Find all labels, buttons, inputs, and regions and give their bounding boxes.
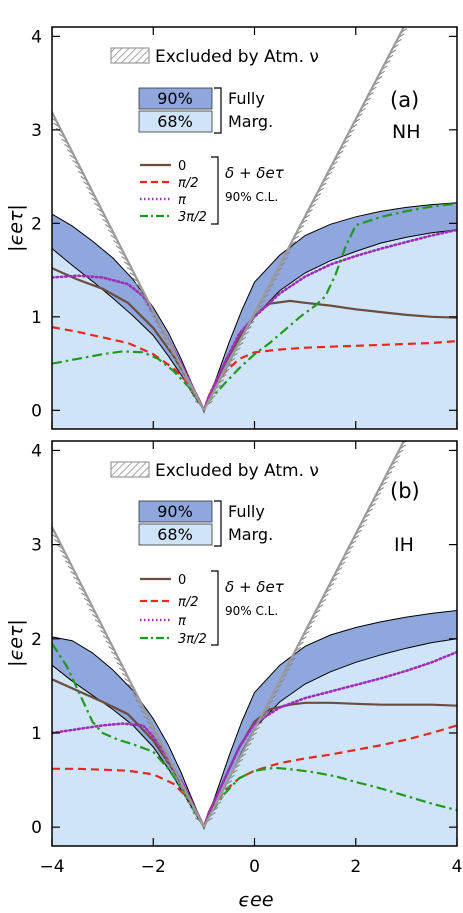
band-68-label: 68% [157,112,193,131]
band-68-swatch [138,523,213,546]
y-tick-label: 0 [31,401,42,421]
excluded-hatch-left [52,114,202,406]
excluded-line-left [52,109,205,411]
panel-b-hierarchy: IH [394,534,414,556]
excluded-legend-label: Excluded by Atm. ν [155,461,319,481]
band-68-area [52,638,457,846]
panel-a-axes-frame [51,26,458,430]
cl-label: 90% C.L. [225,604,278,618]
panel-b-plot-area [52,441,457,846]
excluded-legend-swatch [110,47,150,64]
legend-label-delta-pi: π [178,614,186,629]
series-delta-pi2-line [52,724,457,831]
y-tick-label: 2 [31,630,42,650]
band-68-label: 68% [157,525,193,544]
y-tick-label: 1 [31,308,42,328]
excluded-hatch-right [206,441,408,823]
panel-b-clipped-marks [52,441,457,846]
x-axis-label: ϵee [238,889,273,911]
band-90-swatch [138,500,213,523]
y-tick-label: 3 [31,121,42,141]
excluded-hatch-left [52,526,202,823]
delta-title: δ + δeτ [225,578,285,596]
excluded-line-left [52,524,205,828]
panel-b-ticks: −4 −2 0 2 4 0 1 2 3 4 [31,441,462,877]
x-tick-label: 4 [452,857,463,877]
band-68-swatch [138,110,213,133]
panel-b: Excluded by Atm. ν 90% 68% Fully Marg. 0… [31,440,462,877]
panel-a-label: (a) [390,88,419,112]
legend-label-delta-pi2: π/2 [178,176,198,191]
panel-a-clipped-marks [52,27,457,429]
delta-bracket [211,570,219,646]
delta-title: δ + δeτ [225,164,285,182]
y-tick-label: 1 [31,724,42,744]
y-tick-label: 4 [31,441,42,461]
cl-label: 90% C.L. [225,190,278,204]
y-tick-label: 4 [31,27,42,47]
legend-label-delta-3pi2: 3π/2 [178,632,207,647]
excluded-line-right [202,441,405,828]
fully-label: Fully [228,89,265,108]
series-delta-3pi2-line [52,202,457,413]
panel-a: Excluded by Atm. ν 90% 68% Fully Marg. 0… [31,26,458,430]
legend-label-delta-0: 0 [178,159,186,174]
series-delta-pi-line [52,650,457,831]
series-delta-pi-line [52,228,457,414]
delta-bracket [211,156,219,225]
y-tick-label: 2 [31,214,42,234]
legend-label-delta-pi: π [178,193,186,208]
excluded-legend-label: Excluded by Atm. ν [155,47,319,67]
panel-a-hierarchy: NH [392,121,421,143]
marg-label: Marg. [228,112,273,131]
legend-label-delta-3pi2: 3π/2 [178,210,207,225]
band-bracket [214,87,222,134]
legend-label-delta-0: 0 [178,573,186,588]
y-axis-label-b: |ϵeτ| [5,619,27,667]
excluded-hatch-right [206,27,408,406]
legend-label-delta-pi2: π/2 [178,595,198,610]
excluded-line-right [202,27,405,411]
band-bracket [214,500,222,547]
x-tick-label: 0 [249,857,260,877]
x-tick-label: 2 [350,857,361,877]
excluded-legend-swatch [110,461,150,478]
y-tick-label: 0 [31,818,42,838]
marg-label: Marg. [228,525,273,544]
fully-label: Fully [228,502,265,521]
x-tick-label: −2 [141,857,166,877]
band-68-area [52,229,457,429]
band-90-swatch [138,87,213,110]
band-90-label: 90% [157,502,193,521]
panel-b-axes-frame [51,440,458,847]
x-tick-label: −4 [39,857,64,877]
panel-b-label: (b) [390,479,420,503]
panel-a-plot-area [52,27,457,429]
band-90-label: 90% [157,89,193,108]
y-axis-label-a: |ϵeτ| [5,204,27,252]
y-tick-label: 3 [31,536,42,556]
